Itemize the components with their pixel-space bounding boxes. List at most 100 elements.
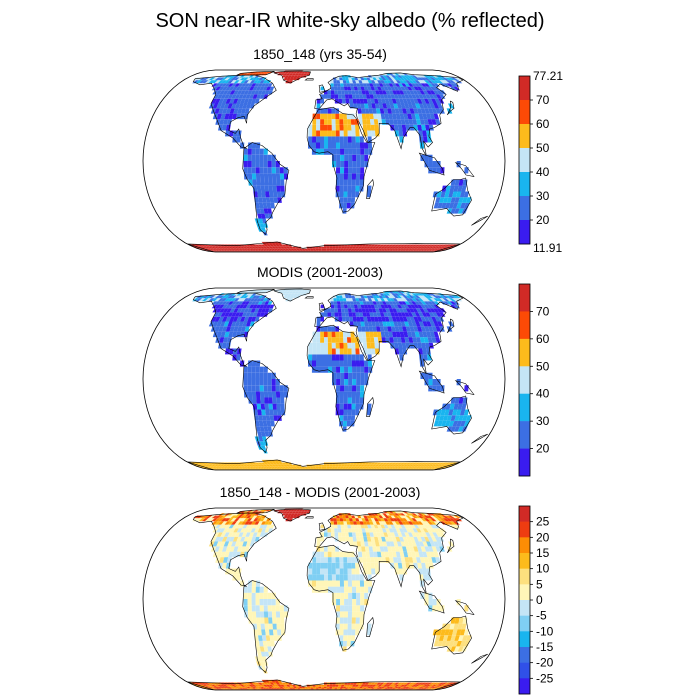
- land-eurasia: [316, 291, 463, 367]
- coastline-southAmerica: [242, 360, 290, 454]
- coastline-iceland: [304, 78, 314, 81]
- panel-title-obs: MODIS (2001-2003): [256, 264, 384, 280]
- land-northAmerica: [192, 293, 275, 367]
- colorbar-swatch: [519, 196, 530, 221]
- colorbar-swatch: [519, 506, 530, 522]
- colorbar-swatch: [519, 220, 530, 245]
- colorbar-tick-label: -25: [536, 671, 554, 685]
- colorbar-tick-label: 40: [536, 165, 550, 179]
- coastline-iceland: [304, 296, 314, 299]
- land-uk: [320, 524, 324, 529]
- coastline-madagascar: [366, 616, 374, 637]
- coastline-northAmerica: [192, 74, 277, 149]
- coastline-newguinea: [454, 161, 475, 177]
- land-newguinea: [456, 599, 469, 612]
- land-northAmerica: [192, 513, 275, 587]
- colorbar-tick-label: 10: [536, 562, 550, 576]
- colorbar-tick-label: 30: [536, 414, 550, 428]
- coastline-newguinea: [454, 599, 475, 615]
- land-indonesia: [420, 154, 445, 174]
- colorbar-tick-label: 25: [536, 515, 550, 529]
- colorbar-tick-label: -15: [536, 640, 554, 654]
- colorbar-tick-label: -5: [536, 609, 547, 623]
- coastline-uk: [318, 84, 326, 93]
- coastline-africa: [306, 106, 376, 213]
- coastline-japan: [447, 538, 455, 554]
- land-indonesia: [420, 372, 445, 392]
- land-cells: [187, 288, 488, 470]
- colorbar-swatch: [519, 366, 530, 395]
- colorbar-swatch: [519, 338, 530, 367]
- colorbar-tick-label: 15: [536, 546, 550, 560]
- colorbar-tick-label: 0: [536, 593, 543, 607]
- colorbar-tick-label: 30: [536, 189, 550, 203]
- colorbar-swatch: [519, 537, 530, 554]
- map-border: [142, 507, 506, 691]
- colorbar-tick-label: 50: [536, 141, 550, 155]
- colorbar-swatch: [519, 662, 530, 679]
- land-cells: [187, 70, 488, 252]
- colorbar-swatch: [519, 568, 530, 585]
- map-diff: [142, 507, 506, 691]
- map-border: [142, 287, 506, 471]
- map-border: [142, 69, 506, 253]
- land-japan: [446, 321, 454, 332]
- coastline-nz: [471, 433, 488, 444]
- coastline-japan: [447, 318, 455, 334]
- coastline-indonesia: [418, 370, 445, 394]
- coastline-indonesia: [418, 590, 445, 614]
- coastline-greenland: [273, 70, 311, 84]
- colorbar-swatch: [519, 421, 530, 449]
- coastline-northAmerica: [192, 512, 277, 587]
- colorbar-max-label: 77.21: [533, 69, 563, 83]
- colorbar-frame: [518, 283, 531, 477]
- coastline-iceland: [304, 516, 314, 519]
- colorbar-tick-label: 20: [536, 530, 550, 544]
- colorbar-tick-label: 60: [536, 117, 550, 131]
- coastline-newguinea: [454, 379, 475, 395]
- colorbar-swatch: [519, 284, 530, 312]
- colorbar-swatch: [519, 124, 530, 149]
- coastline-arcticIslands: [236, 71, 275, 76]
- page-title: SON near-IR white-sky albedo (% reflecte…: [155, 10, 545, 32]
- land-madagascar: [366, 185, 372, 198]
- colorbar-swatch: [519, 631, 530, 648]
- colorbar-swatch: [519, 647, 530, 663]
- coastline-australia: [431, 177, 472, 217]
- land-antarctica: [188, 241, 460, 252]
- colorbar-tick-label: 5: [536, 577, 543, 591]
- colorbar-swatch: [519, 448, 530, 477]
- coastline-japan: [447, 100, 455, 116]
- coastline-australia: [431, 615, 472, 655]
- panel-title-diff: 1850_148 - MODIS (2001-2003): [219, 484, 421, 500]
- colorbar-swatch: [519, 172, 530, 197]
- coastline-arcticIslands: [236, 289, 275, 294]
- coastline-nz: [471, 653, 488, 664]
- coastline-southAmerica: [242, 142, 290, 236]
- land-eurasia: [316, 73, 463, 149]
- colorbar-tick-label: 20: [536, 213, 550, 227]
- land-australia: [432, 397, 472, 432]
- land-japan: [446, 541, 454, 552]
- colorbar-swatch: [519, 311, 530, 340]
- colorbar-tick-label: 60: [536, 332, 550, 346]
- coastline-indonesia: [418, 152, 445, 176]
- land-uk: [320, 304, 324, 309]
- colorbar-swatch: [519, 148, 530, 173]
- land-japan: [446, 103, 454, 114]
- coastline-uk: [318, 522, 326, 531]
- colorbar-tick-label: 40: [536, 387, 550, 401]
- coastline-uk: [318, 302, 326, 311]
- colorbar-swatch: [519, 678, 530, 695]
- colorbar-swatch: [519, 76, 530, 101]
- colorbar-tick-label: 20: [536, 442, 550, 456]
- colorbar-swatch: [519, 615, 530, 632]
- coastline-africa: [306, 324, 376, 431]
- colorbar-tick-label: 50: [536, 359, 550, 373]
- colorbar-obs: 20 30 40 50 60 70: [518, 283, 550, 477]
- land-africa: [308, 108, 373, 214]
- land-southAmerica: [243, 360, 289, 454]
- coastline-arcticIslands: [236, 509, 275, 514]
- land-newguinea: [456, 161, 469, 174]
- coastline-greenland: [273, 288, 311, 302]
